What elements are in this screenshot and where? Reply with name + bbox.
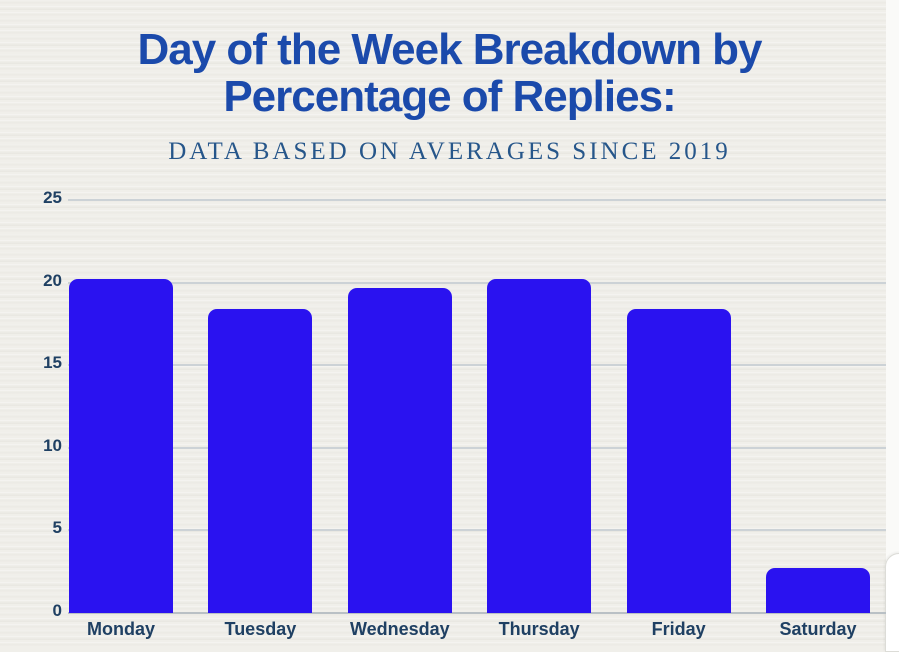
gridline-10 [68,446,886,449]
bar-saturday [766,568,870,613]
x-axis-label-thursday: Thursday [498,619,580,639]
bar-monday [69,279,173,613]
gridline-15 [68,364,886,367]
header: Day of the Week Breakdown by Percentage … [0,26,899,166]
bar-wednesday [347,287,452,613]
gridline-5 [68,529,886,532]
chart-title-line-1: Day of the Week Breakdown by [137,25,762,74]
y-axis-tick-15: 15 [43,353,62,373]
x-axis-label-tuesday: Tuesday [224,619,297,639]
y-axis-tick-20: 20 [43,270,62,290]
x-axis-label-friday: Friday [651,619,706,639]
y-axis-tick-5: 5 [52,518,62,538]
gridline-20 [68,281,886,284]
x-axis-label-monday: Monday [86,619,155,639]
bar-friday [626,309,731,613]
y-axis-tick-10: 10 [43,435,62,455]
bar-thursday [487,279,592,613]
x-axis-label-saturday: Saturday [779,619,857,639]
y-axis-tick-0: 0 [52,601,62,620]
gridline-0 [68,612,886,614]
bar-tuesday [208,309,313,613]
gridline-25 [68,199,886,201]
y-axis-tick-25: 25 [43,188,62,207]
chart-title-line-2: Percentage of Replies: [223,72,676,121]
page-edge-strip [886,0,899,648]
chart-subtitle: DATA BASED ON AVERAGES SINCE 2019 [168,138,731,165]
x-axis-label-wednesday: Wednesday [349,619,450,639]
